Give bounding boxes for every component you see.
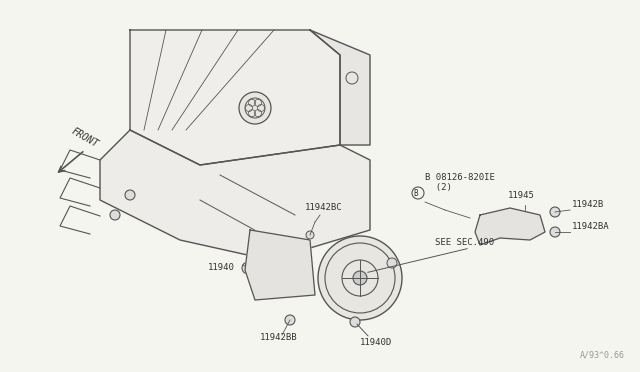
Circle shape bbox=[306, 231, 314, 239]
Text: B: B bbox=[413, 189, 419, 198]
Text: 11940: 11940 bbox=[208, 263, 235, 272]
Polygon shape bbox=[130, 30, 340, 165]
Circle shape bbox=[239, 92, 271, 124]
Circle shape bbox=[353, 271, 367, 285]
Circle shape bbox=[479, 217, 489, 227]
Circle shape bbox=[285, 315, 295, 325]
Text: 11942B: 11942B bbox=[572, 200, 604, 209]
Circle shape bbox=[387, 258, 397, 268]
Circle shape bbox=[530, 217, 540, 227]
Circle shape bbox=[125, 190, 135, 200]
Text: 11942BC: 11942BC bbox=[305, 203, 342, 212]
Text: FRONT: FRONT bbox=[70, 126, 100, 149]
Text: 11940D: 11940D bbox=[360, 338, 392, 347]
Text: 11942BB: 11942BB bbox=[260, 333, 298, 342]
Text: 11945: 11945 bbox=[508, 191, 535, 200]
Polygon shape bbox=[310, 30, 370, 145]
Polygon shape bbox=[475, 208, 545, 245]
Text: B 08126-820IE
  (2): B 08126-820IE (2) bbox=[425, 173, 495, 192]
Text: SEE SEC.490: SEE SEC.490 bbox=[435, 238, 494, 247]
Circle shape bbox=[550, 207, 560, 217]
Circle shape bbox=[350, 317, 360, 327]
Circle shape bbox=[110, 210, 120, 220]
Polygon shape bbox=[245, 230, 315, 300]
Circle shape bbox=[318, 236, 402, 320]
Polygon shape bbox=[100, 130, 370, 260]
Circle shape bbox=[550, 227, 560, 237]
Text: 11942BA: 11942BA bbox=[572, 222, 610, 231]
Text: A/93^0.66: A/93^0.66 bbox=[580, 351, 625, 360]
Circle shape bbox=[242, 262, 254, 274]
